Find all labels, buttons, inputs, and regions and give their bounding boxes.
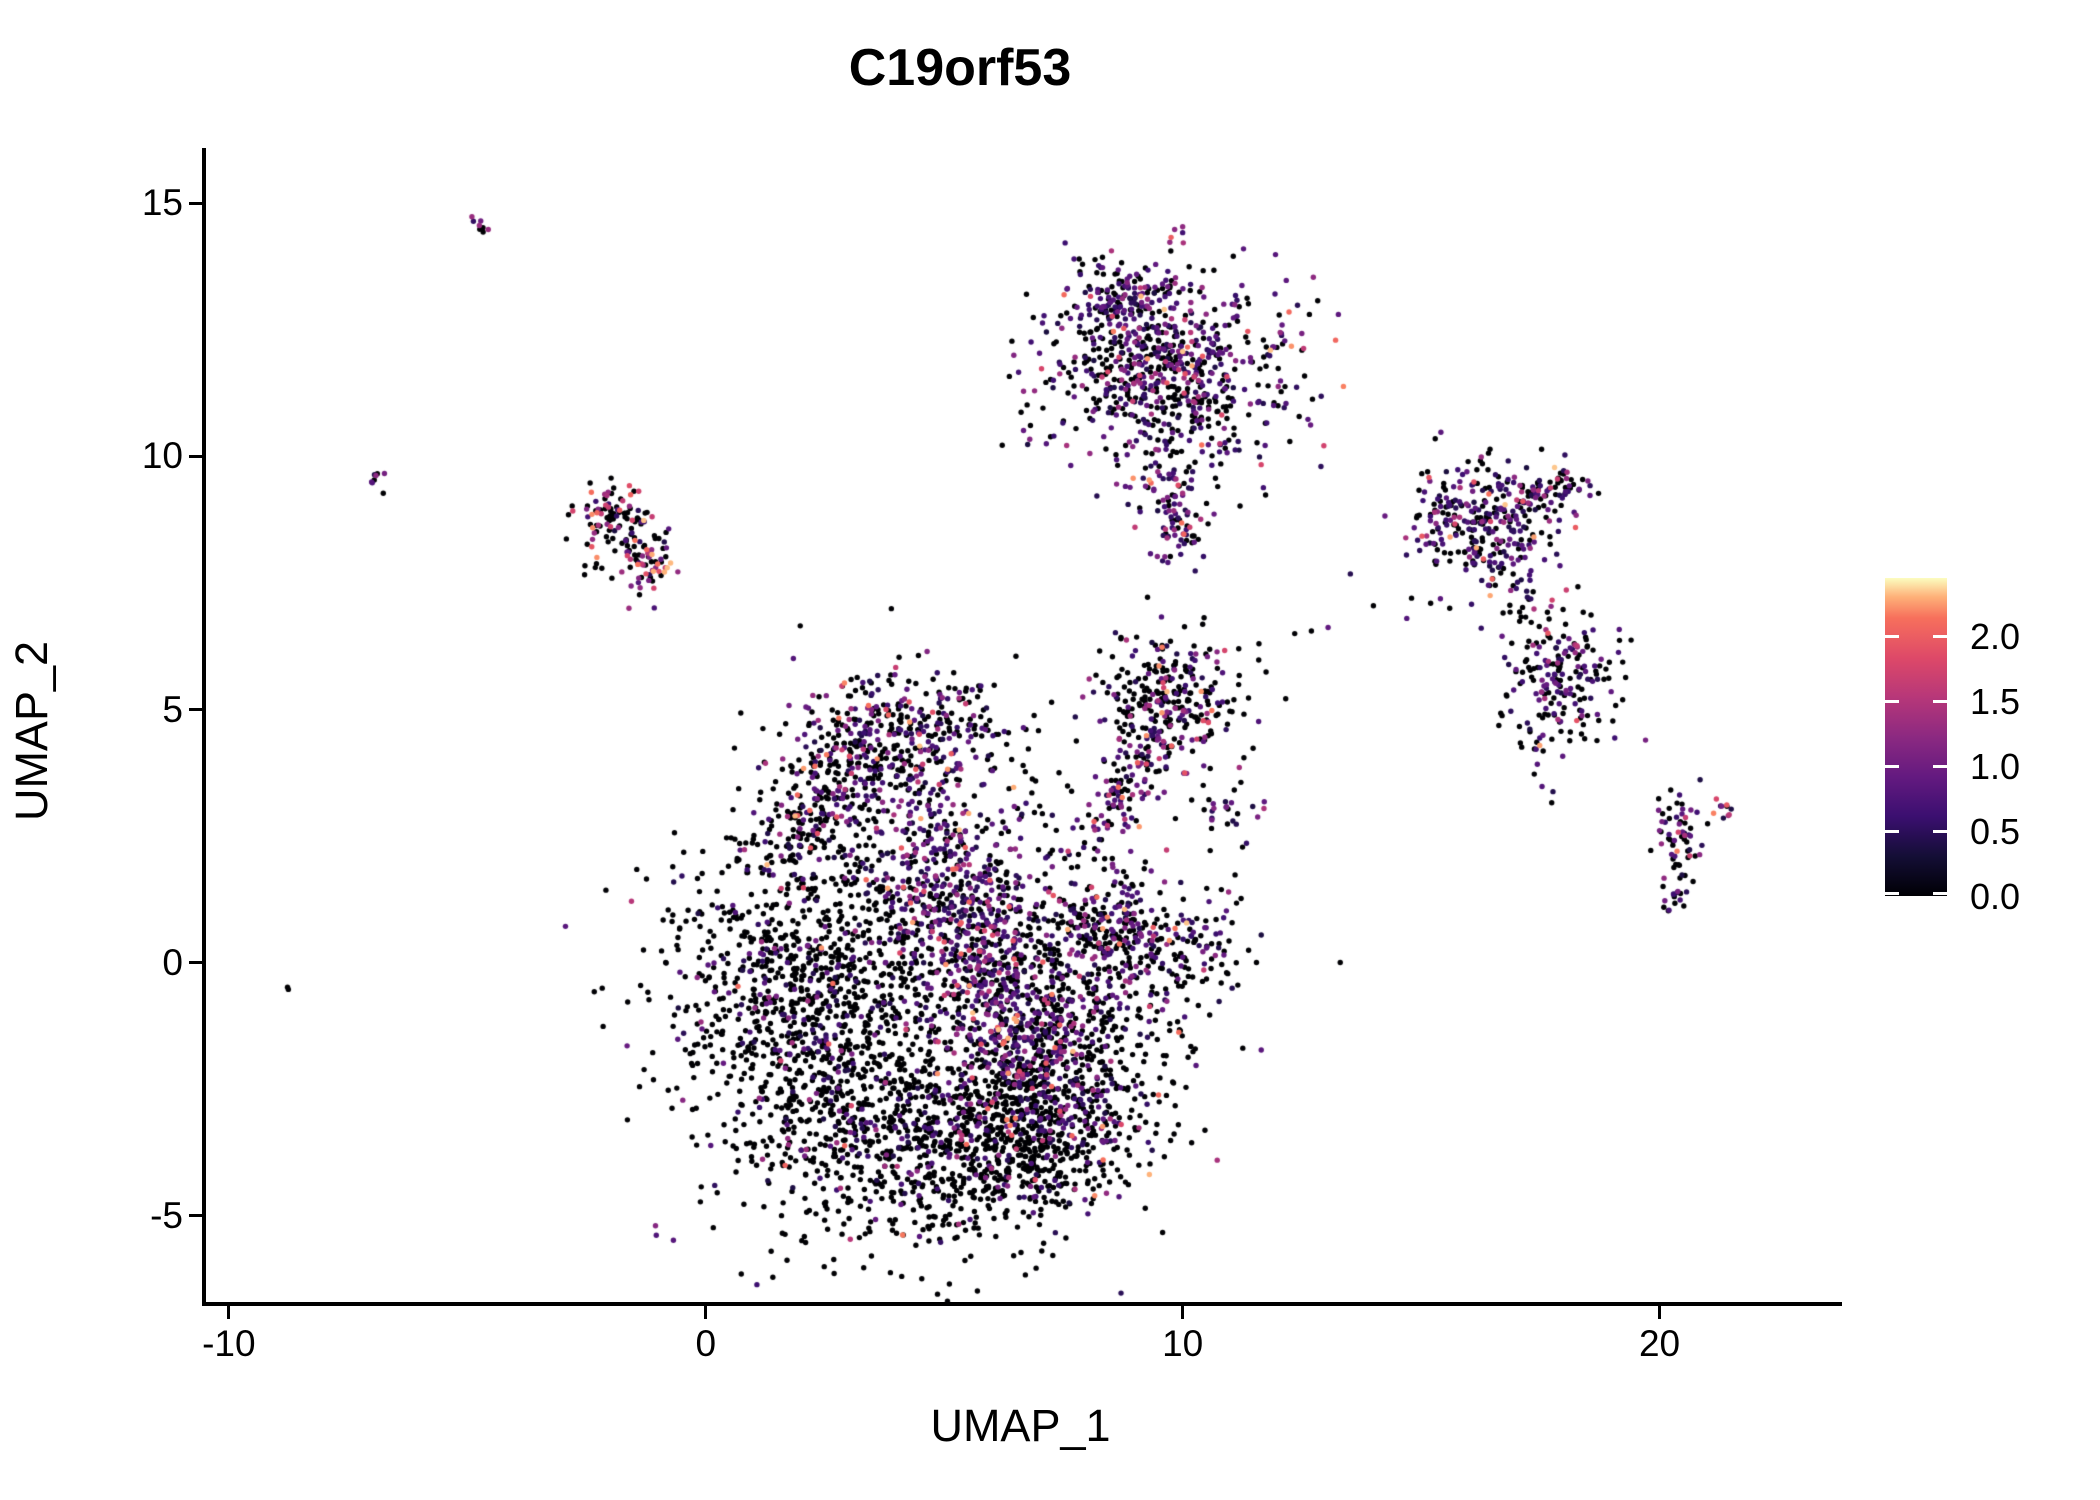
y-axis-tick-label: -5 (150, 1194, 183, 1236)
colorbar-tick-right (1933, 765, 1947, 769)
plot-title: C19orf53 (848, 39, 1072, 97)
colorbar-tick-right (1933, 700, 1947, 704)
y-axis-tick-label: 15 (141, 182, 183, 224)
x-axis-title: UMAP_1 (930, 1400, 1111, 1451)
y-axis-line (202, 148, 206, 1306)
y-axis-tick (189, 708, 202, 712)
x-axis-tick-label: 10 (1162, 1323, 1204, 1364)
colorbar-tick-left (1885, 892, 1899, 895)
x-axis-tick-label: 0 (695, 1323, 717, 1364)
y-axis-tick (189, 1214, 202, 1218)
y-axis-title: UMAP_2 (6, 640, 57, 822)
x-axis-tick (227, 1306, 231, 1319)
y-axis-tick (189, 454, 202, 458)
x-axis-tick-label: 20 (1638, 1323, 1681, 1364)
colorbar-tick-label: 1.5 (1970, 681, 2021, 723)
y-axis-tick-label: 0 (162, 941, 183, 983)
colorbar-tick-left (1885, 765, 1899, 769)
colorbar-tick-label: 0.5 (1970, 811, 2021, 853)
y-axis-tick-label: 5 (162, 688, 183, 730)
colorbar-tick-left (1885, 830, 1899, 834)
y-axis-tick (189, 961, 202, 965)
colorbar-tick-label: 2.0 (1970, 616, 2021, 658)
x-axis-tick-label: -10 (202, 1323, 256, 1364)
x-axis-line (202, 1302, 1842, 1306)
x-axis-tick (704, 1306, 708, 1319)
colorbar-tick-label: 0.0 (1970, 876, 2021, 917)
x-axis-tick (1658, 1306, 1662, 1319)
colorbar-tick-right (1933, 635, 1947, 639)
expression-colorbar (1885, 578, 1947, 896)
colorbar-tick-right (1933, 892, 1947, 895)
colorbar-tick-right (1933, 830, 1947, 834)
colorbar-tick-left (1885, 700, 1899, 704)
colorbar-tick-label: 1.0 (1970, 746, 2021, 788)
x-axis-tick (1181, 1306, 1185, 1319)
y-axis-tick (189, 201, 202, 205)
y-axis-tick-label: 10 (141, 435, 183, 477)
colorbar-tick-left (1885, 635, 1899, 639)
